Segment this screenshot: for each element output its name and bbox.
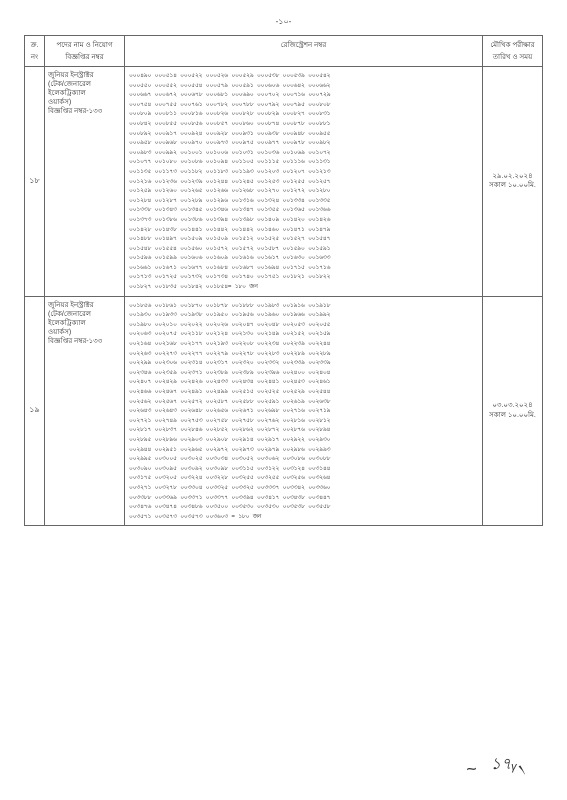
cell-reg: ০০১৮৫৬ ০০১৮৬১ ০০১৮৭০ ০০১৮৭৮ ০০১৮৮৮ ০০১৯৮… [125, 296, 483, 526]
cell-post: জুনিয়র ইনস্ট্রাক্টর(টেক/জেনারেলইলেকট্রি… [45, 296, 125, 526]
cell-date: ২৯.০২.২০২৪সকাল ১০.০০মি. [483, 67, 543, 297]
cell-post: জুনিয়র ইনস্ট্রাক্টর(টেক/জেনারেলইলেকট্রি… [45, 67, 125, 297]
header-date: মৌখিক পরীক্ষার তারিখ ও সময় [483, 36, 543, 67]
table-row: ১৮জুনিয়র ইনস্ট্রাক্টর(টেক/জেনারেলইলেকট্… [25, 67, 543, 297]
cell-sn: ১৮ [25, 67, 45, 297]
signature-1: ~ [466, 759, 478, 781]
header-sn: ক্র. নং [25, 36, 45, 67]
table-row: ১৯জুনিয়র ইনস্ট্রাক্টর(টেক/জেনারেলইলেকট্… [25, 296, 543, 526]
exam-schedule-table: ক্র. নং পদের নাম ও নিয়োগ বিজ্ঞপ্তির নম্… [24, 35, 543, 526]
header-reg: রেজিস্ট্রেশন নম্বর [125, 36, 483, 67]
header-post: পদের নাম ও নিয়োগ বিজ্ঞপ্তির নম্বর [45, 36, 125, 67]
cell-sn: ১৯ [25, 296, 45, 526]
signature-2: ১৭ᵧ৲ [491, 751, 527, 778]
cell-date: ০৩.০৩.২০২৪সকাল ১০.০০মি. [483, 296, 543, 526]
cell-reg: ০০০৪৯০ ০০০৫১৪ ০০০৫২২ ০০০৫২৬ ০০০৫২৯ ০০০৫৩… [125, 67, 483, 297]
page-number: -১০- [24, 16, 543, 29]
